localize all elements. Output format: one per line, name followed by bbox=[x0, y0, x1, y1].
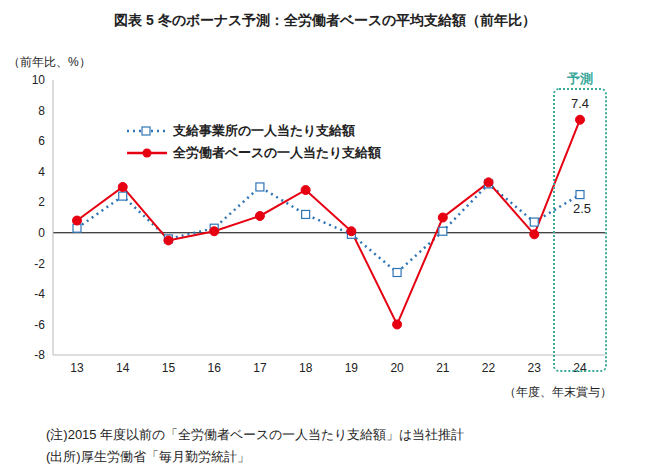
svg-text:14: 14 bbox=[116, 361, 130, 375]
svg-text:17: 17 bbox=[253, 361, 267, 375]
svg-text:-4: -4 bbox=[34, 287, 45, 301]
svg-text:6: 6 bbox=[38, 134, 45, 148]
html-text:支給事業所の一人当たり支給額: 支給事業所の一人当たり支給額 bbox=[173, 123, 355, 138]
svg-text:21: 21 bbox=[436, 361, 450, 375]
html-text:(出所)厚生労働省「毎月勤労統計」: (出所)厚生労働省「毎月勤労統計」 bbox=[46, 449, 250, 464]
svg-text:2: 2 bbox=[38, 195, 45, 209]
svg-text:8: 8 bbox=[38, 104, 45, 118]
svg-text:-8: -8 bbox=[34, 348, 45, 362]
svg-text:19: 19 bbox=[345, 361, 359, 375]
svg-text:22: 22 bbox=[482, 361, 496, 375]
svg-text:24: 24 bbox=[573, 361, 587, 375]
svg-text:4: 4 bbox=[38, 165, 45, 179]
svg-text:-6: -6 bbox=[34, 318, 45, 332]
html-text:(注)2015 年度以前の「全労働者ベースの一人当たり支給額: (注)2015 年度以前の「全労働者ベースの一人当たり支給額」は当社推計 bbox=[46, 427, 465, 442]
svg-text:10: 10 bbox=[32, 73, 46, 87]
svg-text:16: 16 bbox=[208, 361, 222, 375]
svg-text:23: 23 bbox=[528, 361, 542, 375]
html-text:予測: 予測 bbox=[567, 71, 593, 86]
svg-text:2.5: 2.5 bbox=[573, 201, 591, 216]
html-text:図表 5 冬のボーナス予測：全労働者ベースの平均支給額（前年: 図表 5 冬のボーナス予測：全労働者ベースの平均支給額（前年比） bbox=[114, 12, 536, 28]
svg-text:15: 15 bbox=[162, 361, 176, 375]
html-text:（前年比、%）: （前年比、%） bbox=[8, 55, 91, 69]
svg-text:0: 0 bbox=[38, 226, 45, 240]
svg-text:18: 18 bbox=[299, 361, 313, 375]
svg-text:13: 13 bbox=[70, 361, 84, 375]
html-text:全労働者ベースの一人当たり支給額: 全労働者ベースの一人当たり支給額 bbox=[173, 145, 381, 160]
svg-text:-2: -2 bbox=[34, 257, 45, 271]
svg-text:20: 20 bbox=[390, 361, 404, 375]
svg-text:7.4: 7.4 bbox=[571, 96, 589, 111]
html-text:（年度、年末賞与）: （年度、年末賞与） bbox=[504, 385, 612, 399]
